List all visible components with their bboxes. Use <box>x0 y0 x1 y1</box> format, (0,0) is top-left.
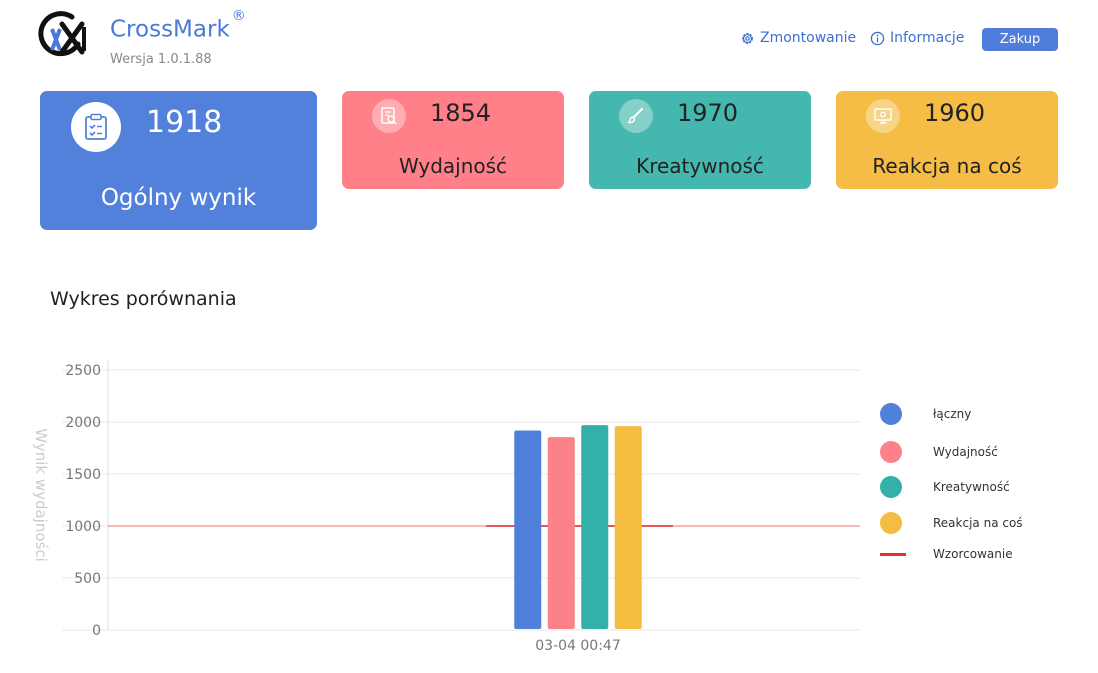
comparison-bar-chart: 0 500 1000 1500 2000 2500 Wynik wydajności 03-0… <box>32 360 860 654</box>
legend-item[interactable]: łączny <box>880 403 971 425</box>
overall-score-card: 1918 Ogólny wynik <box>40 91 317 230</box>
bar-2 <box>581 425 609 629</box>
mount-label: Zmontowanie <box>760 30 857 46</box>
paintbrush-icon <box>619 99 653 133</box>
y-tick-label: 500 <box>74 571 101 587</box>
legend-label: łączny <box>933 407 972 421</box>
y-tick-label: 0 <box>92 623 101 639</box>
legend-swatch <box>880 403 902 425</box>
bar-3 <box>614 426 642 629</box>
x-tick-label: 03-04 00:47 <box>535 638 620 654</box>
app-version: Wersja 1.0.1.88 <box>110 52 212 67</box>
info-icon <box>870 31 885 45</box>
clipboard-check-icon <box>71 102 121 152</box>
responsiveness-score-label: Reakcja na coś <box>872 154 1022 178</box>
creativity-score-card: 1970 Kreatywność <box>589 91 811 189</box>
comparison-chart-title: Wykres porównania <box>50 288 237 310</box>
info-link[interactable]: Informacje <box>870 30 964 46</box>
y-tick-label: 2500 <box>65 363 101 379</box>
y-axis-label: Wynik wydajności <box>32 428 50 562</box>
responsiveness-score-card: 1960 Reakcja na coś <box>836 91 1058 189</box>
legend-label: Reakcja na coś <box>933 516 1023 530</box>
performance-score-card: 1854 Wydajność <box>342 91 564 189</box>
y-tick-label: 2000 <box>65 415 101 431</box>
monitor-gear-icon <box>866 99 900 133</box>
y-tick-label: 1000 <box>65 519 101 535</box>
legend-label: Kreatywność <box>933 480 1010 494</box>
info-label: Informacje <box>890 30 965 46</box>
gear-icon <box>742 32 753 44</box>
crossmark-logo-icon <box>38 11 86 57</box>
y-tick-label: 1500 <box>65 467 101 483</box>
overall-score-label: Ogólny wynik <box>100 185 257 211</box>
creativity-score-value: 1970 <box>677 99 739 127</box>
legend-label: Wzorcowanie <box>933 547 1013 561</box>
app-title: CrossMark® <box>110 8 246 43</box>
mount-link[interactable]: Zmontowanie <box>740 30 856 46</box>
legend-swatch <box>880 441 902 463</box>
performance-score-value: 1854 <box>430 99 492 127</box>
legend-line-swatch <box>880 552 906 556</box>
legend-swatch <box>880 476 902 498</box>
overall-score-value: 1918 <box>146 105 223 140</box>
document-search-icon <box>372 99 406 133</box>
bar-1 <box>547 437 575 629</box>
legend-item[interactable]: Reakcja na coś <box>880 512 1023 534</box>
legend-item[interactable]: Wydajność <box>880 441 998 463</box>
legend-item[interactable]: Kreatywność <box>880 476 1010 498</box>
creativity-score-label: Kreatywność <box>636 154 764 178</box>
legend-item[interactable]: Wzorcowanie <box>880 547 1013 561</box>
legend-swatch <box>880 512 902 534</box>
performance-score-label: Wydajność <box>398 154 508 178</box>
legend-label: Wydajność <box>933 445 998 459</box>
buy-button[interactable]: Zakup <box>982 28 1058 51</box>
bar-0 <box>514 430 542 629</box>
responsiveness-score-value: 1960 <box>924 99 986 127</box>
